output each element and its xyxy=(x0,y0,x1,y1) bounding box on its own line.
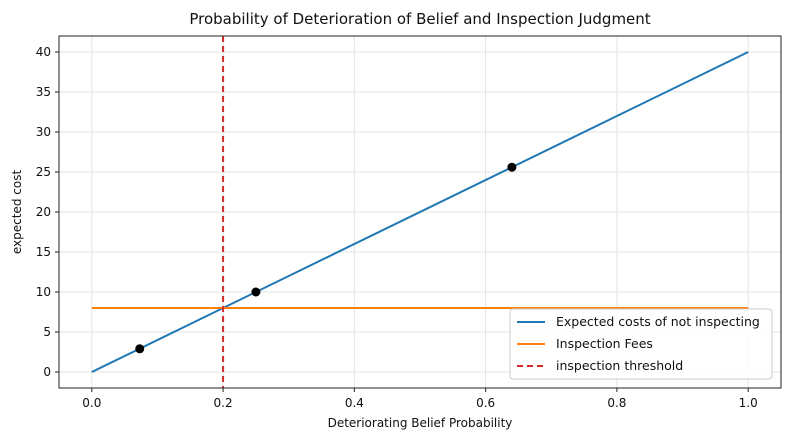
y-tick-label: 20 xyxy=(36,205,51,219)
y-tick-label: 35 xyxy=(36,85,51,99)
y-tick-label: 40 xyxy=(36,45,51,59)
x-tick-label: 0.2 xyxy=(214,396,233,410)
y-tick-label: 15 xyxy=(36,245,51,259)
data-points xyxy=(135,162,517,354)
legend-box xyxy=(509,308,773,380)
x-tick-label: 0.8 xyxy=(607,396,626,410)
y-tick-label: 10 xyxy=(36,285,51,299)
grid xyxy=(59,36,781,388)
y-axis-label: expected cost xyxy=(10,170,24,255)
data-point xyxy=(135,344,145,354)
data-point xyxy=(251,287,261,297)
x-tick-label: 0.4 xyxy=(345,396,364,410)
x-axis-label: Deteriorating Belief Probability xyxy=(328,416,513,430)
y-tick-label: 5 xyxy=(43,325,51,339)
x-tick-label: 1.0 xyxy=(739,396,758,410)
x-tick-label: 0.0 xyxy=(82,396,101,410)
y-tick-label: 25 xyxy=(36,165,51,179)
legend-label: Inspection Fees xyxy=(556,336,653,351)
series-layer xyxy=(91,36,749,388)
legend-label: inspection threshold xyxy=(556,358,683,373)
chart-title: Probability of Deterioration of Belief a… xyxy=(189,10,650,28)
legend: Expected costs of not inspecting Inspecti… xyxy=(509,308,773,380)
y-axis: 0 5 10 15 20 25 30 35 40 xyxy=(36,45,59,379)
legend-label: Expected costs of not inspecting xyxy=(556,314,760,329)
series-line-0 xyxy=(91,51,749,373)
y-tick-label: 0 xyxy=(43,365,51,379)
data-point xyxy=(507,162,517,172)
x-tick-label: 0.6 xyxy=(476,396,495,410)
y-tick-label: 30 xyxy=(36,125,51,139)
x-axis: 0.0 0.2 0.4 0.6 0.8 1.0 xyxy=(82,388,758,410)
